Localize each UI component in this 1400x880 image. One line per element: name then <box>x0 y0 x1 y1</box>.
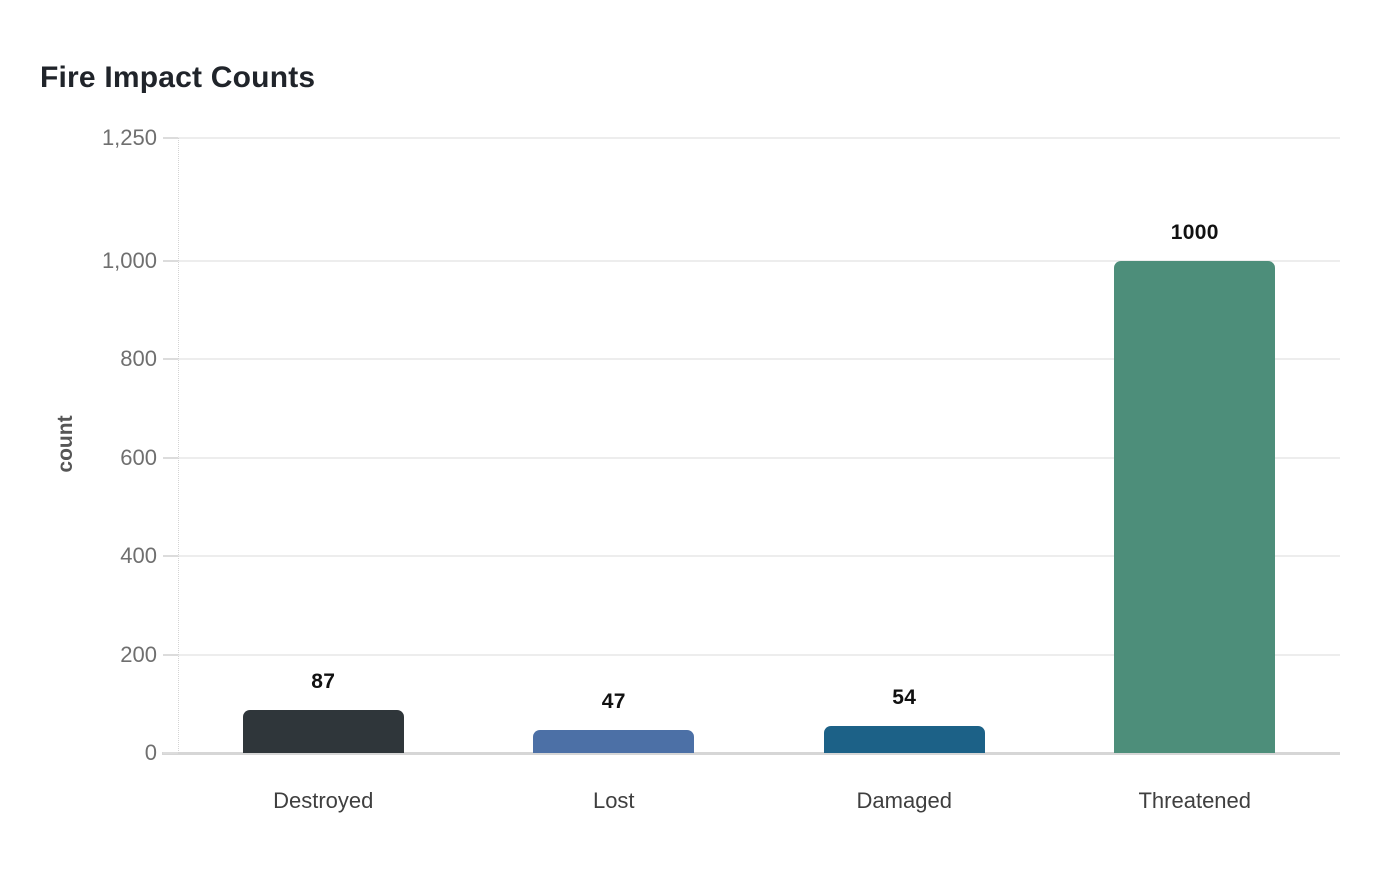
y-tick-label: 0 <box>144 740 157 765</box>
y-tick-mark <box>163 137 178 139</box>
bar-lost <box>533 729 695 753</box>
x-tick-label: Lost <box>592 788 635 813</box>
bar-value-label: 87 <box>311 670 336 694</box>
bar-threatened <box>1114 261 1276 753</box>
gridline <box>178 137 1340 139</box>
y-axis-line <box>178 138 179 753</box>
gridline <box>178 260 1340 262</box>
gridline <box>178 653 1340 656</box>
y-tick-label: 800 <box>120 346 157 372</box>
y-tick-mark <box>163 555 178 558</box>
x-tick-label: Threatened <box>1138 788 1252 813</box>
y-tick-mark <box>163 456 178 459</box>
y-tick-label: 600 <box>120 444 157 470</box>
bar-destroyed <box>242 710 404 753</box>
y-tick-mark <box>163 358 178 361</box>
bar-value-label: 54 <box>892 686 917 710</box>
y-tick-label: 200 <box>120 641 157 667</box>
bar-value-label: 47 <box>601 689 626 713</box>
chart-title: Fire Impact Counts <box>40 61 316 94</box>
x-tick-label: Destroyed <box>273 788 374 813</box>
bar-value-label: 1000 <box>1170 221 1219 244</box>
y-tick-label: 1,250 <box>101 125 157 150</box>
y-tick-mark <box>163 260 178 262</box>
y-tick-mark <box>163 653 178 656</box>
gridline <box>178 555 1340 558</box>
gridline <box>178 358 1340 361</box>
gridline <box>178 456 1340 459</box>
x-axis-line <box>162 752 1340 755</box>
y-tick-label: 1,000 <box>101 248 157 273</box>
x-tick-label: Damaged <box>856 788 952 813</box>
bar-damaged <box>823 726 985 753</box>
y-tick-mark <box>163 752 178 754</box>
y-tick-label: 400 <box>120 543 157 569</box>
